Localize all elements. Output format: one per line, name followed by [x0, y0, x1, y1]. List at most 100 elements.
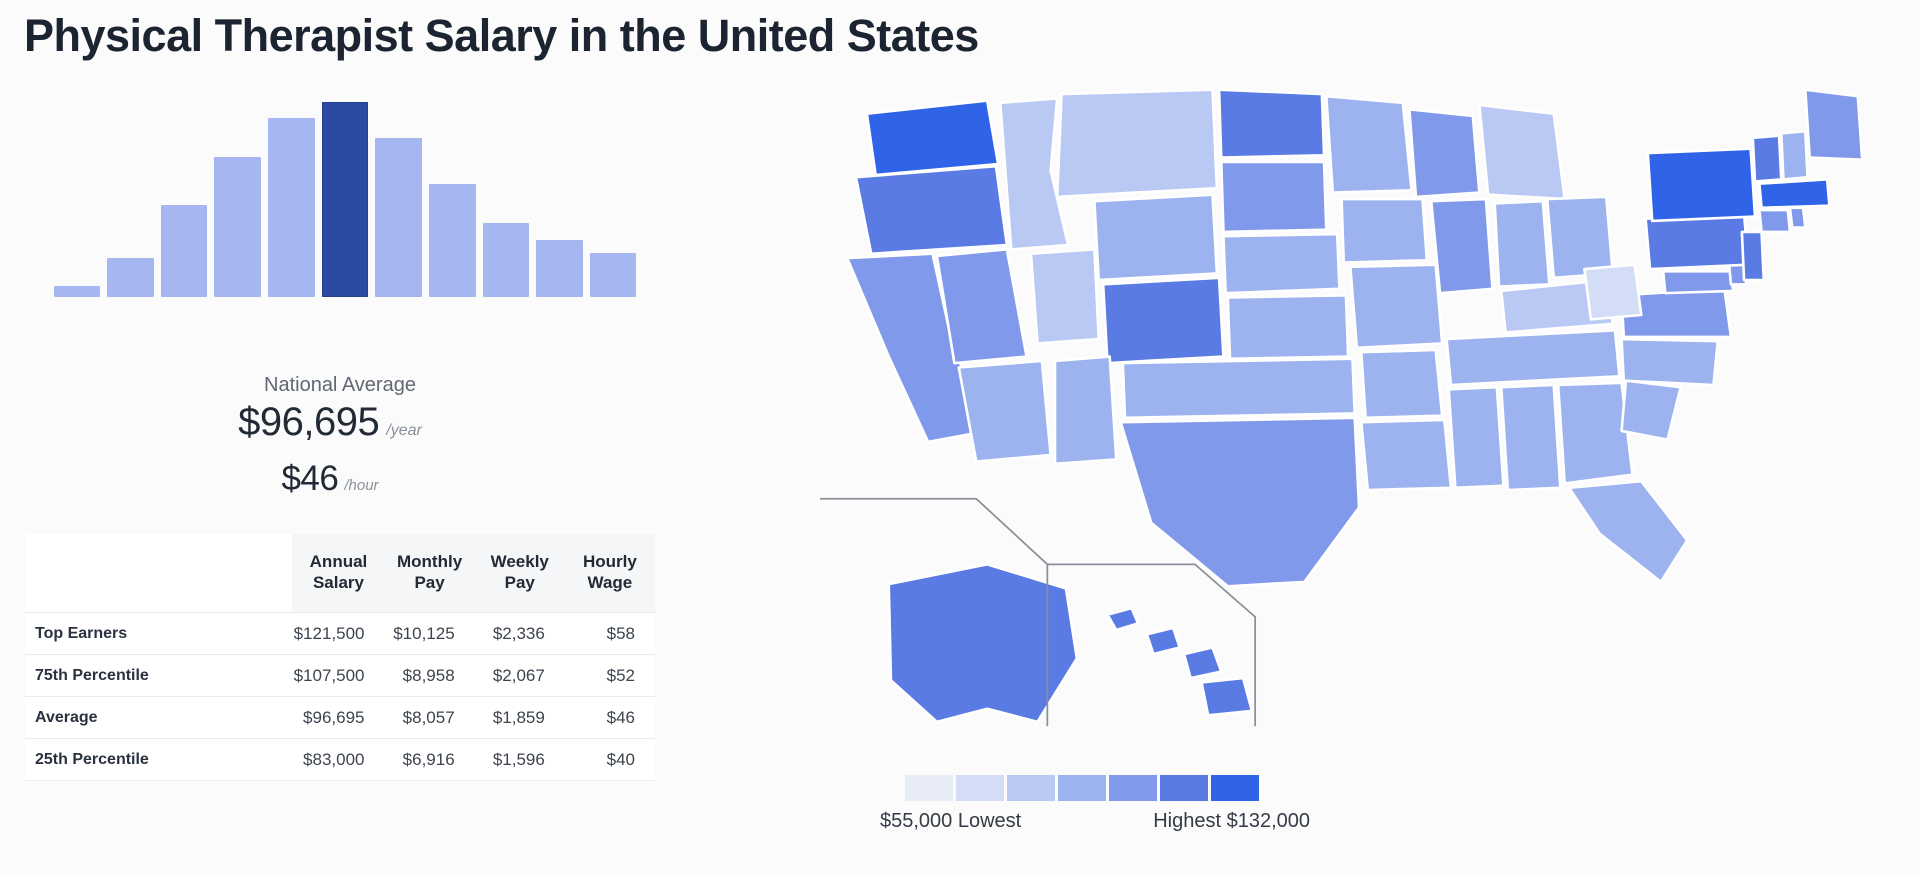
legend-swatch-1 [956, 775, 1004, 801]
us-choropleth-map [820, 88, 1864, 727]
map-state-IN[interactable] [1493, 199, 1551, 288]
map-state-NY[interactable] [1646, 147, 1757, 223]
map-state-ID[interactable] [999, 97, 1070, 251]
map-state-NC[interactable] [1620, 337, 1720, 387]
cell-weekly: $2,067 [474, 654, 565, 697]
histogram-bar [428, 184, 476, 297]
map-state-OK[interactable] [1121, 357, 1356, 420]
annual-average-unit: /year [386, 422, 422, 439]
map-state-CT[interactable] [1758, 208, 1792, 234]
cell-monthly: $8,057 [384, 696, 475, 739]
cell-monthly: $10,125 [384, 612, 475, 655]
cell-weekly: $1,859 [474, 696, 565, 739]
header-line-1: Hourly [582, 552, 637, 572]
map-state-ME[interactable] [1804, 88, 1864, 161]
cell-annual: $107,500 [292, 654, 385, 697]
table-row: 75th Percentile $107,500 $8,958 $2,067 $… [25, 654, 655, 697]
map-state-GA[interactable] [1556, 381, 1634, 485]
map-state-MA[interactable] [1758, 178, 1831, 210]
map-state-UT[interactable] [1029, 248, 1101, 345]
table-header-weekly-pay: Weekly Pay [474, 534, 565, 613]
map-state-AR[interactable] [1359, 348, 1444, 420]
table-header: Annual Salary Monthly Pay Weekly Pay Hou… [25, 534, 655, 613]
row-label: 25th Percentile [25, 738, 293, 781]
map-state-MT[interactable] [1055, 88, 1219, 199]
header-line-2: Pay [504, 573, 535, 592]
table-header-hourly-wage: Hourly Wage [564, 534, 655, 613]
cell-monthly: $6,916 [384, 738, 475, 781]
map-state-NE[interactable] [1222, 232, 1341, 295]
map-state-OR[interactable] [854, 164, 1009, 256]
cell-hourly: $58 [564, 612, 655, 655]
header-line-2: Pay [414, 573, 445, 592]
map-state-OH[interactable] [1545, 195, 1615, 280]
legend-lowest-label: $55,000 Lowest [880, 810, 1022, 832]
table-row: Average $96,695 $8,057 $1,859 $46 [25, 696, 655, 739]
cell-hourly: $40 [564, 738, 655, 781]
header-line-1: Monthly [397, 552, 463, 572]
annual-average-value: $96,695 [238, 400, 380, 444]
map-state-FL[interactable] [1567, 479, 1689, 584]
map-state-TN[interactable] [1445, 329, 1621, 387]
map-legend: $55,000 Lowest Highest $132,000 [880, 775, 1500, 855]
map-state-CO[interactable] [1101, 276, 1225, 365]
map-state-MN[interactable] [1324, 94, 1413, 194]
cell-annual: $121,500 [292, 612, 385, 655]
national-average-figures: $96,695/year $46/hour [0, 402, 660, 496]
hourly-average-unit: /hour [344, 477, 379, 494]
histogram-bar [589, 252, 637, 297]
table-header-annual-salary: Annual Salary [292, 534, 385, 613]
header-line-2: Salary [312, 573, 364, 592]
legend-swatch-3 [1058, 775, 1106, 801]
map-state-WY[interactable] [1093, 193, 1219, 282]
cell-hourly: $46 [564, 696, 655, 739]
map-state-PA[interactable] [1644, 213, 1750, 271]
map-state-SD[interactable] [1219, 160, 1328, 234]
map-state-MS[interactable] [1447, 385, 1505, 490]
legend-swatch-4 [1109, 775, 1157, 801]
map-state-WV[interactable] [1583, 263, 1643, 321]
map-state-NJ[interactable] [1740, 230, 1766, 282]
cell-annual: $83,000 [292, 738, 385, 781]
map-state-TX[interactable] [1119, 416, 1361, 588]
map-state-MO[interactable] [1349, 263, 1444, 350]
map-state-AK[interactable] [887, 563, 1079, 724]
histogram-bar [160, 204, 208, 297]
national-average-marker-label: National Average [264, 374, 416, 396]
header-line-1: Annual [309, 552, 368, 572]
histogram-bar-national-average [321, 102, 369, 297]
cell-annual: $96,695 [292, 696, 385, 739]
map-state-KS[interactable] [1226, 294, 1350, 361]
map-state-MD[interactable] [1661, 269, 1735, 295]
row-label: Top Earners [25, 612, 293, 655]
salary-distribution-histogram [50, 92, 640, 297]
map-state-SC[interactable] [1620, 379, 1682, 441]
hourly-average-row: $46/hour [0, 461, 660, 496]
map-state-MI[interactable] [1478, 103, 1566, 201]
map-state-IL[interactable] [1429, 197, 1494, 295]
histogram-bar [375, 138, 422, 297]
map-state-NM[interactable] [1053, 355, 1118, 466]
legend-highest-label: Highest $132,000 [1153, 810, 1310, 832]
salary-map-panel: $55,000 Lowest Highest $132,000 [820, 70, 1920, 876]
map-state-AZ[interactable] [957, 359, 1052, 463]
histogram-bar [53, 285, 101, 297]
row-label: Average [25, 696, 293, 739]
table-row: 25th Percentile $83,000 $6,916 $1,596 $4… [25, 738, 655, 781]
map-state-ND[interactable] [1217, 88, 1326, 159]
table-body: Top Earners $121,500 $10,125 $2,336 $58 … [25, 612, 655, 781]
map-state-RI[interactable] [1788, 206, 1807, 229]
map-state-KY[interactable] [1499, 278, 1615, 334]
map-state-LA[interactable] [1359, 418, 1453, 492]
map-state-WA[interactable] [865, 99, 1000, 177]
legend-swatch-2 [1007, 775, 1055, 801]
map-state-HI[interactable] [1106, 606, 1254, 717]
map-state-WI[interactable] [1408, 108, 1481, 199]
map-state-NV[interactable] [935, 248, 1028, 365]
map-state-IA[interactable] [1340, 197, 1429, 264]
cell-weekly: $2,336 [474, 612, 565, 655]
map-state-VT[interactable] [1751, 134, 1783, 183]
map-state-NH[interactable] [1779, 129, 1809, 181]
legend-swatch-6 [1211, 775, 1259, 801]
map-state-AL[interactable] [1499, 383, 1562, 492]
